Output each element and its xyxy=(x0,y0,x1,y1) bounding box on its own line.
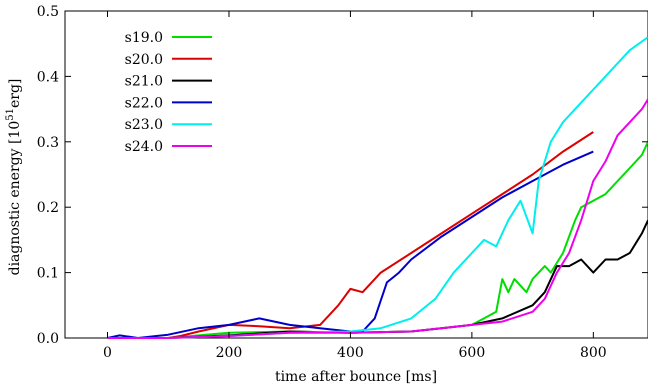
legend: s19.0 s20.0 s21.0 s22.0 s23.0 s24.0 xyxy=(125,30,212,155)
y-tick-label: 0.2 xyxy=(37,200,59,216)
legend-label: s19.0 xyxy=(125,30,163,46)
y-axis-title-tail: erg] xyxy=(7,79,23,108)
y-axis-title-main: diagnostic energy [10 xyxy=(7,121,23,276)
series-line-s24.0 xyxy=(107,98,648,339)
series-line-s23.0 xyxy=(107,36,648,339)
x-tick-label: 800 xyxy=(580,345,607,361)
y-tick-label: 0.0 xyxy=(37,331,59,347)
x-axis-title: time after bounce [ms] xyxy=(275,369,437,385)
legend-label: s23.0 xyxy=(125,117,163,133)
legend-label: s21.0 xyxy=(125,74,163,90)
y-tick-label: 0.3 xyxy=(37,135,59,151)
x-tick-label: 400 xyxy=(337,345,364,361)
y-tick-label: 0.1 xyxy=(37,266,59,282)
x-tick-label: 200 xyxy=(216,345,243,361)
y-axis-title: diagnostic energy [1051erg] xyxy=(5,79,23,276)
x-tick-label: 600 xyxy=(459,345,486,361)
legend-label: s22.0 xyxy=(125,95,163,111)
y-axis-title-superscript: 51 xyxy=(5,108,16,121)
series-layer xyxy=(107,36,648,339)
x-tick-label: 0 xyxy=(103,345,112,361)
legend-label: s20.0 xyxy=(125,52,163,68)
y-tick-label: 0.5 xyxy=(37,4,59,20)
series-line-s20.0 xyxy=(107,131,594,339)
legend-label: s24.0 xyxy=(125,139,163,155)
series-line-s21.0 xyxy=(107,219,648,339)
y-tick-label: 0.4 xyxy=(37,69,59,85)
tick-layer: 0 200 400 600 800 0.0 0.1 0.2 0.3 0.4 0.5 xyxy=(37,4,648,361)
plot-frame xyxy=(64,10,648,339)
series-line-s22.0 xyxy=(107,150,594,339)
